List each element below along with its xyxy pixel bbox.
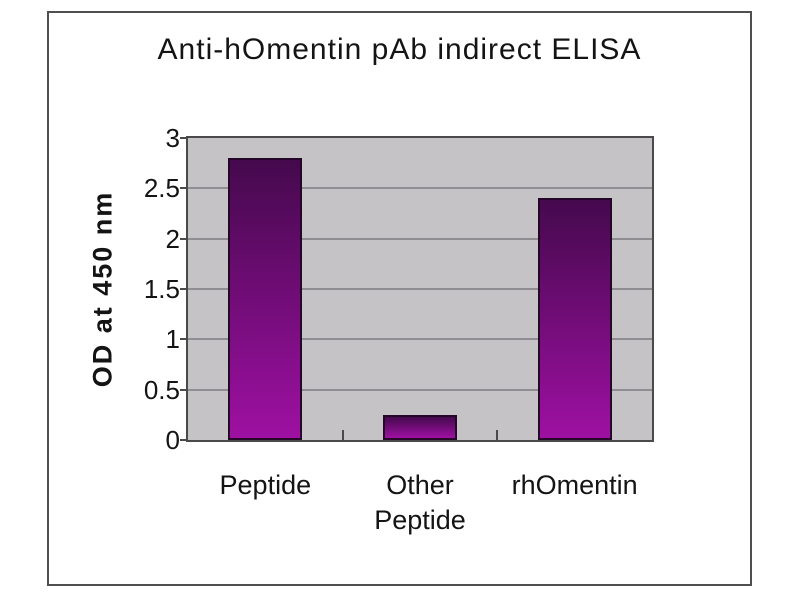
plot-area [186, 136, 654, 442]
gridline [188, 338, 652, 341]
y-tick-mark [180, 237, 186, 240]
y-tick-label: 0.5 [143, 374, 180, 405]
y-tick-label: 2 [165, 223, 180, 254]
gridline [188, 237, 652, 240]
y-tick-label: 3 [165, 123, 180, 153]
gridline [188, 288, 652, 290]
y-tick-mark [180, 388, 186, 391]
y-tick-mark [180, 137, 186, 139]
gridline [188, 187, 652, 190]
x-category-label: Other Peptide [374, 470, 466, 535]
gridline [188, 388, 652, 391]
x-category-label: rhOmentin [511, 470, 638, 500]
x-tick-mark [496, 430, 499, 440]
y-tick-label: 2.5 [143, 173, 180, 204]
y-tick-mark [180, 187, 186, 190]
bar-other-peptide [383, 415, 457, 440]
y-tick-label: 1 [165, 324, 180, 355]
bar-peptide [228, 158, 303, 440]
y-tick-label: 0 [165, 425, 180, 455]
x-tick-mark [341, 430, 344, 440]
y-tick-mark [180, 288, 186, 290]
bar-rhomentin [537, 198, 612, 440]
y-tick-mark [180, 439, 186, 441]
x-category-label: Peptide [219, 470, 312, 500]
y-tick-label: 1.5 [143, 274, 180, 304]
chart-title: Anti-hOmentin pAb indirect ELISA [157, 33, 642, 66]
chart-frame: Anti-hOmentin pAb indirect ELISA OD at 4… [47, 11, 752, 586]
y-tick-mark [180, 338, 186, 341]
